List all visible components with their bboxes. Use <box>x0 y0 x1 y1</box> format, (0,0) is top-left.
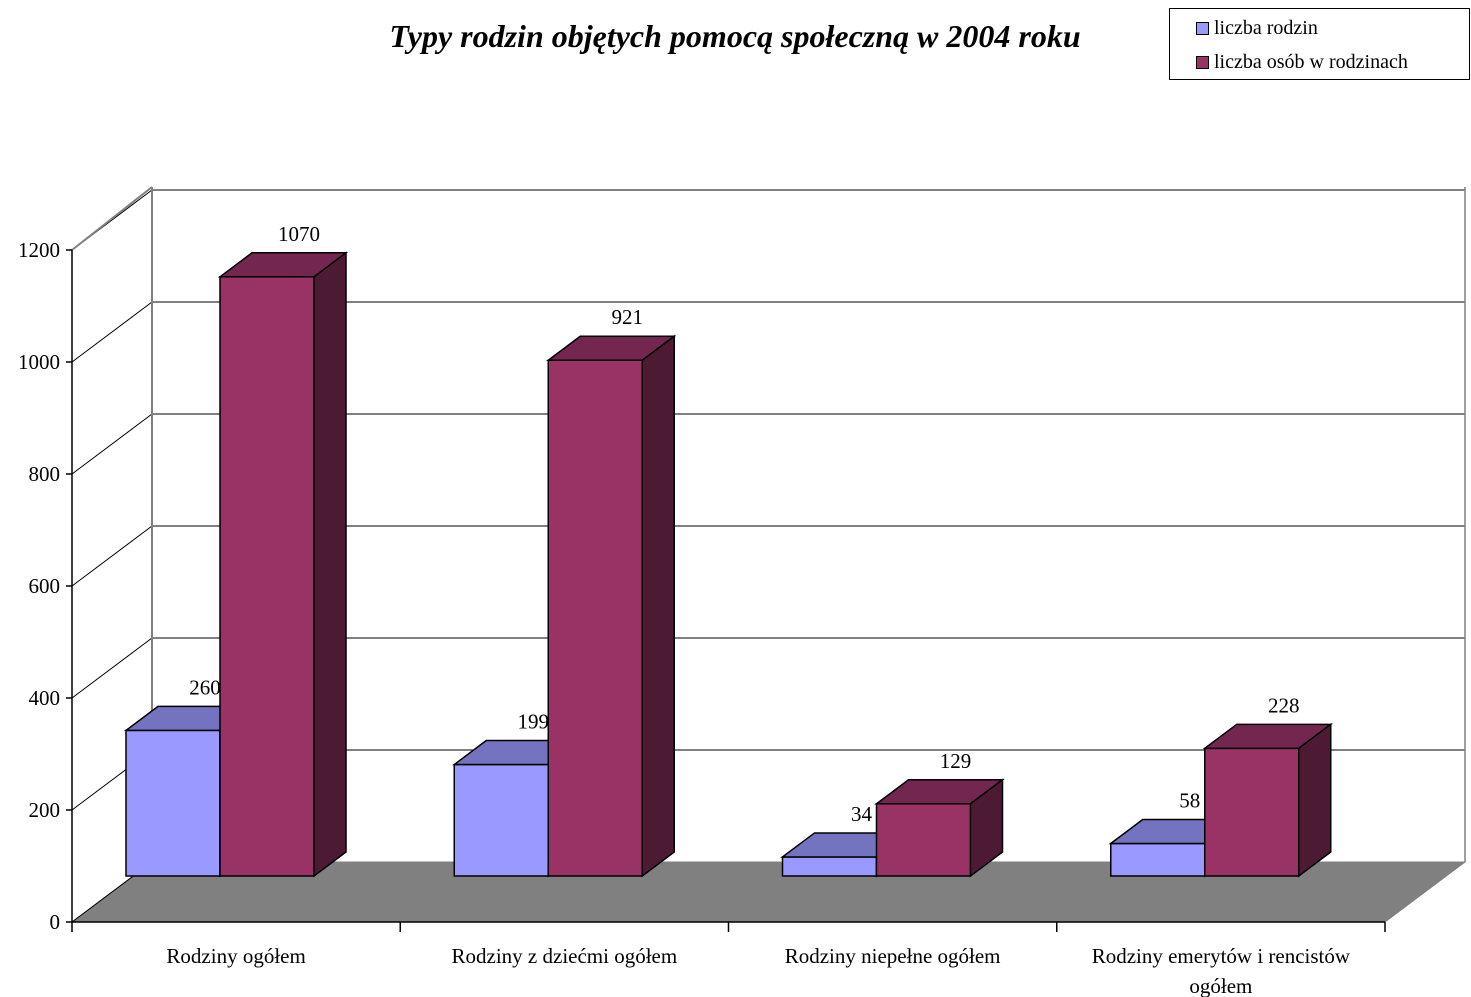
y-tick-label: 600 <box>29 574 61 598</box>
bar-side <box>1299 724 1331 876</box>
side-wall-gridline <box>72 414 152 474</box>
data-label: 34 <box>851 802 873 826</box>
y-tick-label: 400 <box>29 686 61 710</box>
data-label: 228 <box>1268 693 1300 717</box>
y-tick-label: 800 <box>29 462 61 486</box>
bar-front <box>1205 748 1299 876</box>
y-tick-label: 0 <box>50 910 61 934</box>
bar-side <box>642 336 674 876</box>
data-label: 58 <box>1179 789 1200 813</box>
bar-front <box>1111 844 1205 876</box>
bar-front <box>126 730 220 876</box>
bar-front <box>454 765 548 876</box>
y-tick-label: 1200 <box>18 238 60 262</box>
bar-front <box>548 360 642 876</box>
x-tick-label: Rodziny niepełne ogółem <box>785 944 1001 968</box>
bar-side <box>314 253 346 876</box>
data-label: 199 <box>518 710 550 734</box>
bar-front <box>220 277 314 876</box>
data-label: 129 <box>940 749 972 773</box>
side-wall-gridline <box>72 302 152 362</box>
y-tick-label: 200 <box>29 798 61 822</box>
data-label: 1070 <box>278 222 320 246</box>
side-wall-top-edge <box>72 187 152 250</box>
bar-front <box>783 857 877 876</box>
y-tick-label: 1000 <box>18 350 60 374</box>
side-wall-gridline <box>72 526 152 586</box>
x-tick-label: Rodziny z dziećmi ogółem <box>452 944 678 968</box>
x-tick-label: Rodziny ogółem <box>166 944 305 968</box>
side-wall-gridline <box>72 638 152 698</box>
data-label: 260 <box>189 675 221 699</box>
data-label: 921 <box>612 305 644 329</box>
x-tick-label: Rodziny emerytów i rencistów ogółem <box>1092 944 1351 997</box>
bar-front <box>877 804 971 876</box>
